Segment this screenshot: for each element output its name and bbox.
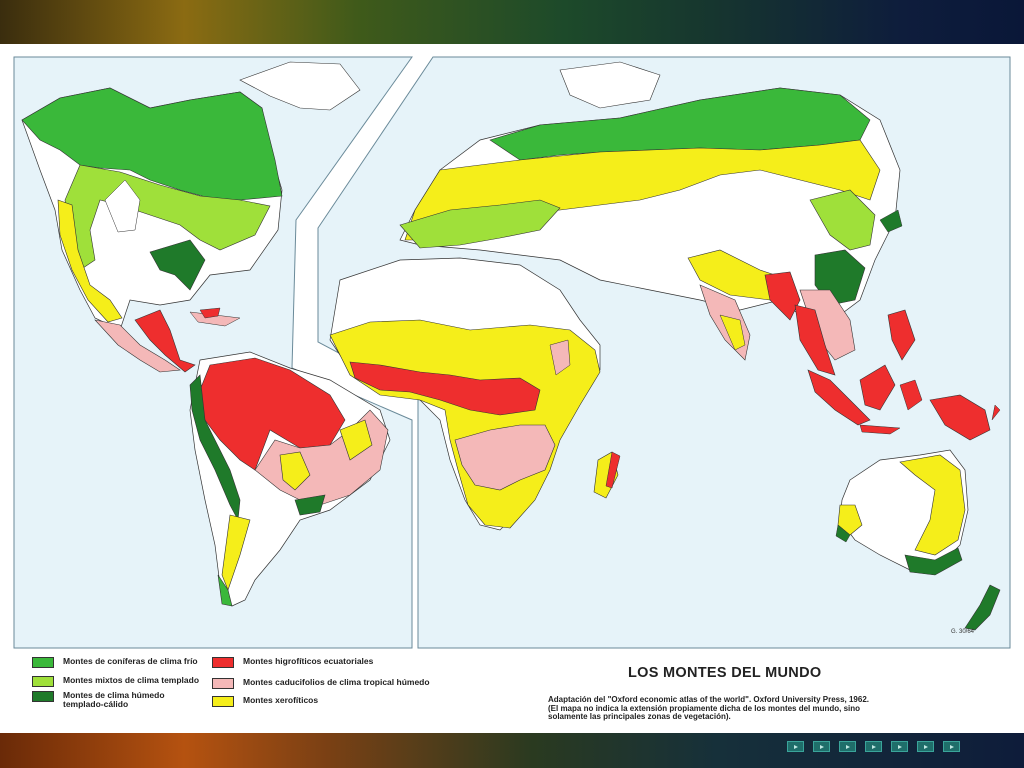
legend-swatch-mixtos [32,676,54,687]
legend-item-higrofiticos: Montes higrofíticos ecuatoriales [212,657,373,668]
credit-line-3: solamente las principales zonas de veget… [548,712,731,721]
top-banner [0,0,1024,44]
legend-item-humedo: Montes de clima húmedo templado-cálido [32,691,165,709]
legend-item-coniferas: Montes de coníferas de clima frío [32,657,198,668]
nav-button-4[interactable] [865,741,882,752]
arrow-icon [923,744,928,749]
se-asia-islands [807,309,1001,441]
legend-item-xerofiticos: Montes xerofíticos [212,696,318,707]
south-america [189,351,391,607]
legend-swatch-coniferas [32,657,54,668]
credit-line-2: (El mapa no indica la extensión propiame… [548,703,861,713]
nav-button-2[interactable] [813,741,830,752]
arrow-icon [793,744,798,749]
arrow-icon [845,744,850,749]
slide-nav [787,741,960,752]
legend-swatch-humedo [32,691,54,702]
legend-label: Montes de clima húmedo templado-cálido [63,691,165,709]
legend-label: Montes mixtos de clima templado [63,675,200,685]
legend-item-caducifolios: Montes caducifolios de clima tropical hú… [212,678,430,689]
nav-button-6[interactable] [917,741,934,752]
arrow-icon [897,744,902,749]
legend-swatch-higrofiticos [212,657,234,668]
legend-item-mixtos: Montes mixtos de clima templado [32,676,199,687]
map-title: LOS MONTES DEL MUNDO [628,665,822,681]
nav-button-1[interactable] [787,741,804,752]
legend-label: Montes caducifolios de clima tropical hú… [243,677,430,687]
legend-label: Montes de coníferas de clima frío [63,656,198,666]
map-legend: Montes de coníferas de clima frío Montes… [32,651,592,731]
legend-swatch-xerofiticos [212,696,234,707]
oceania [835,449,1001,631]
world-forest-map [0,44,1024,734]
map-code: G. 30/64 [951,629,975,635]
greenland [559,61,661,109]
map-credit: Adaptación del "Oxford economic atlas of… [548,695,928,722]
legend-label-line2: templado-cálido [63,699,129,709]
legend-label: Montes higrofíticos ecuatoriales [243,656,374,666]
eurasia [399,87,903,376]
nav-button-3[interactable] [839,741,856,752]
legend-label-line1: Montes de clima húmedo [63,690,165,700]
legend-label: Montes xerofíticos [243,695,319,705]
credit-line-1: Adaptación del "Oxford economic atlas of… [548,695,870,704]
arrow-icon [949,744,954,749]
arrow-icon [819,744,824,749]
legend-swatch-caducifolios [212,678,234,689]
nav-button-7[interactable] [943,741,960,752]
nav-button-5[interactable] [891,741,908,752]
africa [329,257,621,531]
arrow-icon [871,744,876,749]
north-america [21,61,361,373]
